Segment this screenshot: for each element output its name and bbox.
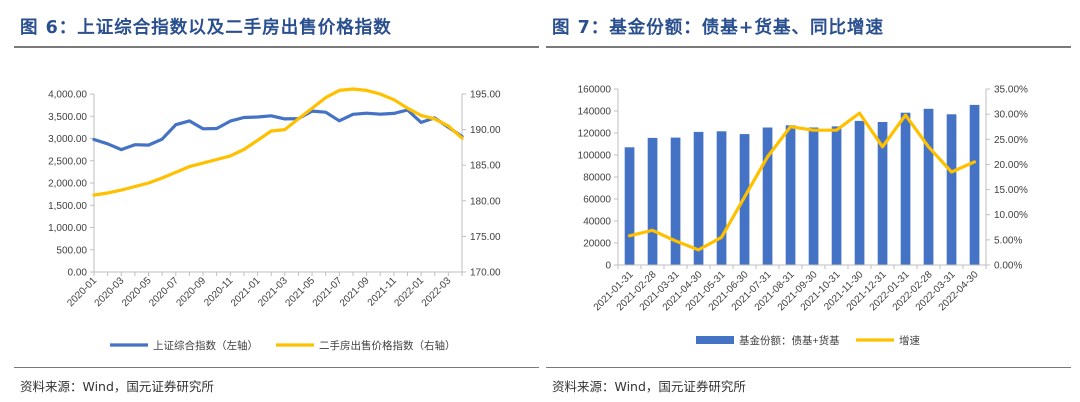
figure-6-label: 图 — [20, 18, 39, 38]
fund-share-bar — [969, 104, 980, 266]
shanghai-composite-line — [92, 108, 464, 152]
fund-share-bar — [647, 137, 658, 265]
right-y-tick-label: 15.00% — [994, 185, 1028, 196]
fund-share-bar — [877, 122, 888, 265]
fund-share-bar — [762, 127, 773, 265]
left-y-tick-label: 100000 — [578, 151, 612, 162]
right-y-tick-label: 30.00% — [994, 110, 1028, 121]
figure-6-top-rule — [14, 46, 539, 48]
figure-7-title-text: ：基金份额：债基+货基、同比增速 — [590, 18, 884, 38]
left-y-tick-label: 1,000.00 — [48, 223, 87, 234]
legend-label-housing: 二手房出售价格指数（右轴） — [319, 339, 456, 352]
right-y-tick-label: 175.00 — [470, 232, 501, 243]
figure-7-source: 资料来源：Wind，国元证券研究所 — [552, 379, 746, 394]
figure-7-top-rule — [546, 46, 1071, 48]
left-y-tick-label: 0.00 — [68, 268, 88, 279]
figure-6-bottom-rule — [14, 367, 539, 368]
right-y-tick-label: 190.00 — [470, 125, 501, 136]
left-y-tick-label: 40000 — [583, 217, 611, 228]
right-y-tick-label: 0.00% — [994, 261, 1022, 272]
fund-share-bar — [808, 127, 819, 265]
left-y-tick-label: 3,500.00 — [48, 112, 87, 123]
right-y-tick-label: 10.00% — [994, 210, 1028, 221]
left-y-tick-label: 0 — [605, 261, 611, 272]
fund-share-bar — [693, 131, 704, 265]
figure-7-panel: 图 7：基金份额：债基+货基、同比增速 0 20000 40000 60000 8000… — [546, 0, 1071, 402]
figure-6-source: 资料来源：Wind，国元证券研究所 — [20, 379, 214, 394]
fund-share-bar — [946, 114, 957, 265]
fund-share-bar — [670, 137, 681, 265]
left-y-tick-label: 500.00 — [56, 245, 87, 256]
figure-7-bottom-rule — [546, 367, 1071, 368]
fund-share-bar — [624, 147, 635, 265]
housing-price-index-line — [92, 87, 464, 197]
right-y-tick-label: 35.00% — [994, 85, 1028, 96]
left-y-tick-label: 160000 — [578, 85, 612, 96]
fund-share-bar — [923, 108, 934, 265]
legend-swatch-fund-share — [696, 336, 734, 344]
fund-share-bar — [854, 120, 865, 266]
figure-6-title: 图 6：上证综合指数以及二手房出售价格指数 — [20, 14, 392, 39]
left-y-tick-label: 2,500.00 — [48, 156, 87, 167]
figure-6-chart: 0.00 500.00 1,000.00 1,500.00 2,000.00 2,500.… — [48, 87, 501, 352]
right-y-tick-label: 20.00% — [994, 160, 1028, 171]
x-tick-label: 2022-03 — [420, 275, 454, 309]
figure-6-title-text: ：上证综合指数以及二手房出售价格指数 — [58, 18, 392, 38]
left-y-tick-label: 60000 — [583, 195, 611, 206]
fund-share-bar — [900, 112, 911, 265]
fund-share-bar — [716, 131, 727, 265]
growth-rate-line — [627, 111, 977, 252]
legend-label-fund-share: 基金份额：债基+货基 — [739, 334, 840, 347]
figure-6-number: 6 — [45, 18, 59, 38]
x-tick-label: 2021-09 — [338, 275, 372, 309]
legend-label-shanghai: 上证综合指数（左轴） — [153, 339, 258, 352]
right-y-tick-label: 5.00% — [994, 235, 1022, 246]
left-y-tick-label: 80000 — [583, 173, 611, 184]
left-y-tick-label: 120000 — [578, 129, 612, 140]
right-y-tick-label: 25.00% — [994, 135, 1028, 146]
figure-6-panel: 图 6：上证综合指数以及二手房出售价格指数 0.00 500.00 1,000.00… — [14, 0, 539, 402]
left-y-tick-label: 1,500.00 — [48, 201, 87, 212]
figure-7-title: 图 7：基金份额：债基+货基、同比增速 — [552, 14, 884, 39]
left-y-tick-label: 2,000.00 — [48, 179, 87, 190]
left-y-tick-label: 3,000.00 — [48, 134, 87, 145]
x-tick-label: 2020-09 — [174, 275, 208, 309]
legend-label-growth: 增速 — [899, 334, 920, 347]
right-y-tick-label: 195.00 — [470, 90, 501, 101]
right-y-tick-label: 185.00 — [470, 161, 501, 172]
figure-7-chart: 0 20000 40000 60000 80000 100000 120000 140000 1… — [578, 85, 1028, 348]
fund-share-bar — [785, 125, 796, 265]
right-y-tick-label: 180.00 — [470, 196, 501, 207]
left-y-tick-label: 20000 — [583, 239, 611, 250]
left-y-tick-label: 140000 — [578, 107, 612, 118]
figure-7-label: 图 — [552, 18, 571, 38]
right-y-tick-label: 170.00 — [470, 268, 501, 279]
left-y-tick-label: 4,000.00 — [48, 90, 87, 101]
figure-7-number: 7 — [577, 18, 591, 38]
fund-share-bar — [831, 126, 842, 266]
